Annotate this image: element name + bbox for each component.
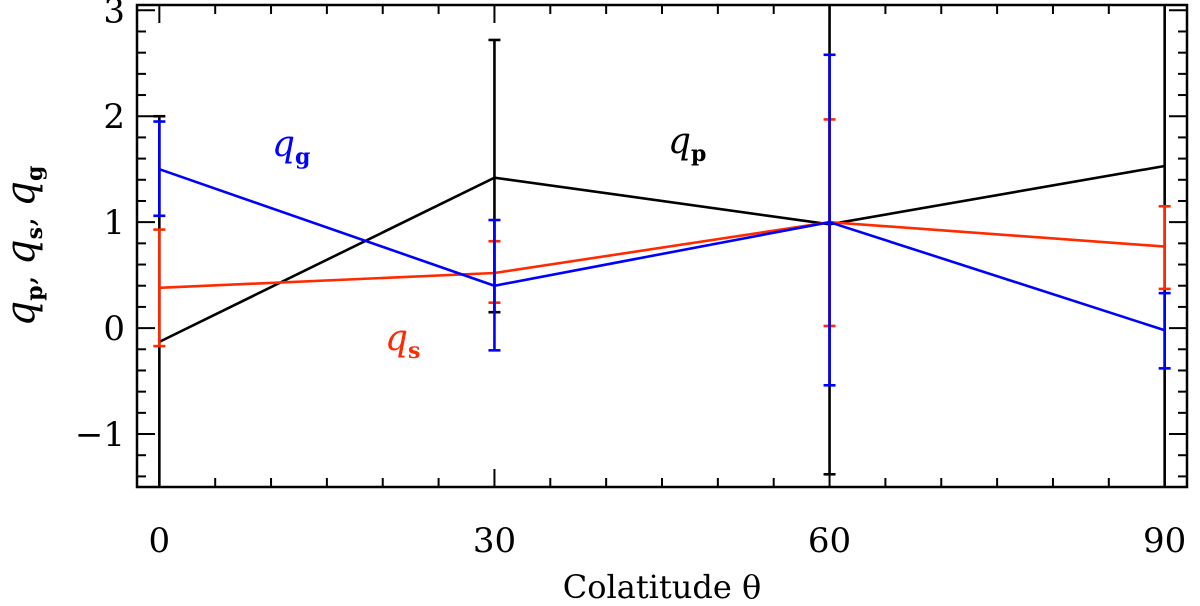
series-label-p: qp bbox=[668, 121, 706, 167]
plot-frame bbox=[135, 3, 1189, 489]
series-label-s: qs bbox=[385, 318, 420, 364]
series-line bbox=[158, 164, 1165, 344]
labels-layer: qp qs qg bbox=[272, 121, 706, 364]
series-g bbox=[153, 53, 1171, 387]
x-tick-label: 30 bbox=[473, 521, 516, 561]
x-tick-label: 0 bbox=[149, 521, 171, 561]
series-layer bbox=[153, 5, 1171, 487]
y-tick-label: 1 bbox=[103, 203, 125, 243]
series-label-g: qg bbox=[272, 124, 310, 170]
y-axis-label-text: qp, qs, qg bbox=[0, 166, 48, 327]
x-tick-label: 60 bbox=[808, 521, 851, 561]
x-tick-label: 90 bbox=[1143, 521, 1186, 561]
y-tick-label: 3 bbox=[103, 0, 125, 31]
y-tick-label: 0 bbox=[103, 309, 125, 349]
y-tick-label: −1 bbox=[75, 415, 125, 455]
series-line bbox=[159, 220, 1165, 290]
series-p bbox=[153, 5, 1166, 487]
y-axis-label: qp, qs, qg bbox=[0, 166, 48, 327]
y-tick-label: 2 bbox=[103, 97, 125, 137]
x-axis-label: Colatitude θ bbox=[563, 568, 761, 606]
series-line bbox=[158, 167, 1166, 332]
